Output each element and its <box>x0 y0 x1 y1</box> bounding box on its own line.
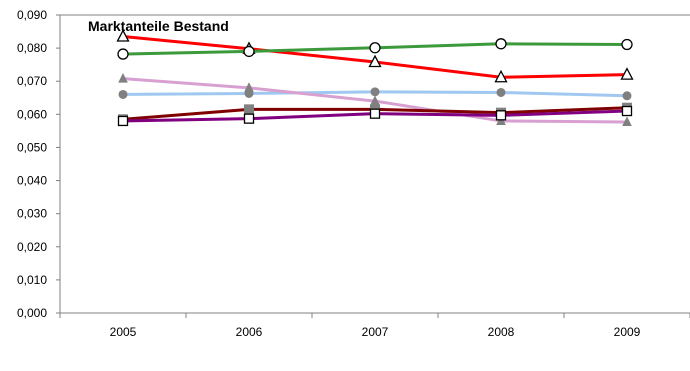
x-axis-ticks: 2005 2006 2007 2008 2009 <box>59 313 690 339</box>
y-tick-label: 0,000 <box>17 306 47 320</box>
x-tick-label: 2008 <box>488 325 515 339</box>
y-tick-label: 0,070 <box>17 74 47 88</box>
data-point <box>117 115 129 127</box>
series-1 <box>116 29 634 83</box>
data-point <box>495 110 507 121</box>
series-6 <box>117 105 633 127</box>
data-point <box>621 105 633 117</box>
x-tick-label: 2005 <box>110 325 137 339</box>
data-point <box>243 45 255 58</box>
x-tick-label: 2006 <box>236 325 263 339</box>
x-tick-label: 2007 <box>362 325 389 339</box>
data-point <box>118 72 128 83</box>
y-tick-label: 0,020 <box>17 240 47 254</box>
y-tick-label: 0,010 <box>17 273 47 287</box>
data-point <box>621 38 633 51</box>
data-point <box>495 38 507 50</box>
chart-title: Marktanteile Bestand <box>88 18 229 34</box>
data-point <box>118 89 128 99</box>
data-point <box>370 87 380 97</box>
data-point <box>369 108 381 119</box>
data-point <box>116 29 130 42</box>
data-point <box>244 82 254 92</box>
y-tick-label: 0,050 <box>17 140 47 154</box>
data-point <box>244 104 254 115</box>
data-point <box>494 69 508 83</box>
axes <box>59 14 690 314</box>
data-point <box>622 116 632 126</box>
data-point <box>622 91 632 101</box>
data-point <box>117 48 129 60</box>
y-tick-label: 0,080 <box>17 41 47 55</box>
series-2 <box>117 38 633 60</box>
data-point <box>620 67 634 80</box>
y-tick-label: 0,090 <box>17 8 47 22</box>
y-tick-label: 0,060 <box>17 107 47 121</box>
y-tick-label: 0,040 <box>17 174 47 188</box>
y-tick-label: 0,030 <box>17 207 47 221</box>
data-point <box>243 113 255 124</box>
data-point <box>368 54 382 68</box>
data-point <box>369 42 381 54</box>
y-axis-ticks: 0,000 0,010 0,020 0,030 0,040 0,050 0,060 0,070… <box>17 8 60 320</box>
x-tick-label: 2009 <box>614 325 641 339</box>
series-group <box>116 29 634 127</box>
data-point <box>496 87 506 97</box>
